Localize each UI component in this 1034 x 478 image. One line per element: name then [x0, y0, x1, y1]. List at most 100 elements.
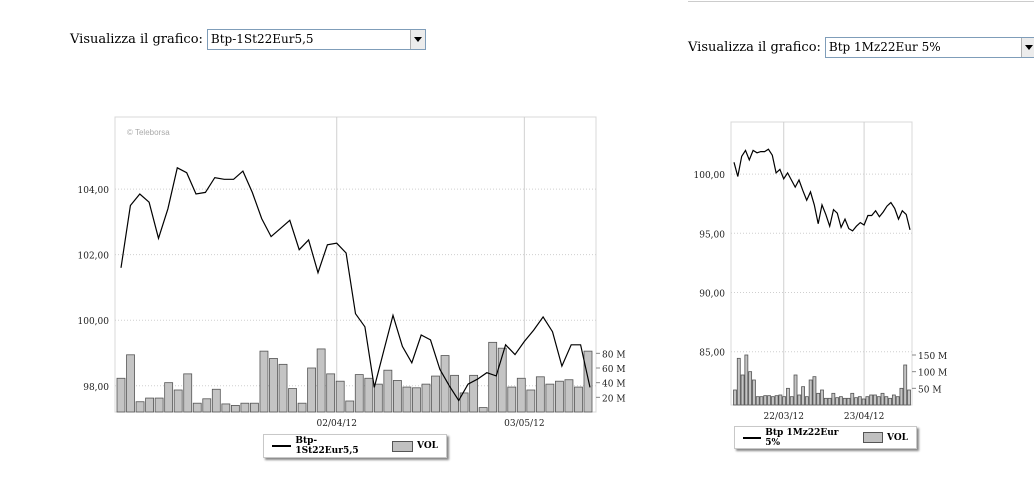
volume-bar: [755, 396, 760, 406]
volume-bar: [770, 396, 775, 406]
volume-bar: [816, 392, 821, 406]
volume-bar: [392, 380, 402, 413]
right-selector-label: Visualizza il grafico:: [688, 40, 821, 55]
left-selector-label: Visualizza il grafico:: [70, 32, 203, 47]
volume-bar: [526, 389, 536, 413]
volume-bar: [211, 388, 221, 413]
volume-bar: [135, 401, 145, 413]
volume-bar: [733, 389, 737, 406]
volume-bar: [250, 402, 259, 413]
volume-bar: [373, 383, 383, 413]
volume-bar: [421, 383, 431, 413]
price-tick-label: 95,00: [699, 230, 725, 240]
volume-bar: [748, 371, 753, 406]
volume-bar: [820, 389, 824, 406]
volume-bar: [164, 382, 174, 413]
volume-bar: [183, 373, 193, 413]
plot-area: [730, 121, 913, 406]
volume-bar: [782, 396, 787, 406]
volume-bar: [869, 394, 874, 406]
volume-bar: [297, 402, 307, 413]
price-tick-label: 90,00: [699, 290, 725, 300]
volume-legend-icon: [391, 440, 414, 452]
volume-bar: [857, 396, 862, 406]
volume-bar: [835, 397, 840, 406]
volume-bar: [899, 387, 904, 406]
volume-bar: [903, 364, 908, 406]
volume-bar: [767, 395, 771, 406]
volume-bar: [507, 386, 517, 413]
volume-bar: [516, 377, 526, 413]
volume-bar: [126, 354, 135, 413]
volume-bar: [752, 379, 756, 406]
volume-bar: [202, 398, 212, 413]
price-tick-label: 98,00: [83, 383, 109, 393]
volume-bar: [192, 402, 202, 413]
volume-tick-label: 100 M: [918, 369, 947, 379]
volume-tick-label: 50 M: [918, 385, 942, 395]
right-chart-legend: Btp 1Mz22Eur 5% VOL: [734, 426, 917, 449]
volume-bar: [221, 403, 231, 413]
volume-bar: [842, 397, 847, 406]
volume-bar: [335, 380, 345, 413]
volume-bar: [535, 376, 545, 413]
volume-bar: [850, 392, 855, 406]
volume-bar: [545, 383, 555, 413]
right-chart-selector-row: Visualizza il grafico: Btp 1Mz22Eur 5%: [688, 37, 1034, 58]
price-tick-label: 100,00: [694, 171, 726, 181]
volume-bar: [402, 386, 412, 413]
volume-bar: [839, 396, 843, 406]
volume-bar: [846, 397, 851, 406]
volume-bar: [812, 376, 817, 406]
line-legend-icon: [272, 445, 292, 447]
volume-bar: [412, 387, 421, 413]
volume-bar: [116, 377, 126, 413]
volume-bar: [793, 374, 798, 406]
price-tick-label: 104,00: [78, 186, 110, 196]
chevron-down-icon[interactable]: [409, 30, 425, 49]
volume-bar: [240, 402, 250, 413]
volume-bar: [307, 367, 317, 413]
volume-bar: [173, 389, 183, 413]
volume-bar: [759, 396, 764, 406]
right-chart-select[interactable]: Btp 1Mz22Eur 5%: [824, 37, 1034, 58]
volume-bar: [740, 374, 745, 406]
volume-bar: [488, 341, 498, 413]
top-divider: [688, 1, 1034, 2]
price-tick-label: 100,00: [78, 317, 110, 327]
volume-bar: [778, 394, 783, 406]
volume-bar: [804, 396, 809, 406]
volume-bar: [801, 386, 805, 406]
volume-bar: [763, 395, 768, 406]
line-legend-icon: [743, 436, 762, 439]
price-tick-label: 85,00: [699, 349, 725, 359]
volume-bar: [789, 396, 794, 406]
volume-bar: [884, 396, 889, 406]
chevron-down-icon[interactable]: [1020, 38, 1034, 57]
volume-tick-label: 20 M: [602, 394, 626, 404]
volume-bar: [364, 377, 374, 413]
left-chart-select-value: Btp-1St22Eur5,5: [210, 32, 314, 46]
left-chart-select[interactable]: Btp-1St22Eur5,5: [206, 29, 426, 50]
volume-tick-label: 40 M: [602, 380, 626, 390]
volume-bar: [288, 388, 297, 413]
volume-bar: [797, 394, 802, 406]
date-tick-label: 03/05/12: [504, 419, 544, 429]
volume-bar: [865, 396, 870, 406]
date-tick-label: 02/04/12: [317, 419, 357, 429]
volume-legend-icon: [862, 432, 883, 443]
volume-bar: [895, 396, 900, 406]
volume-bar: [354, 374, 364, 413]
volume-bar: [230, 404, 240, 413]
volume-tick-label: 60 M: [602, 365, 626, 375]
volume-tick-label: 150 M: [918, 352, 947, 362]
volume-bar: [459, 392, 469, 413]
volume-bar: [383, 369, 393, 413]
volume-bar: [259, 350, 269, 413]
volume-bar: [564, 379, 574, 413]
volume-bar: [736, 357, 741, 406]
left-chart-legend: Btp-1St22Eur5,5 VOL: [263, 434, 447, 458]
watermark: © Teleborsa: [127, 128, 170, 137]
volume-bar: [497, 347, 507, 413]
price-tick-label: 102,00: [78, 252, 110, 262]
